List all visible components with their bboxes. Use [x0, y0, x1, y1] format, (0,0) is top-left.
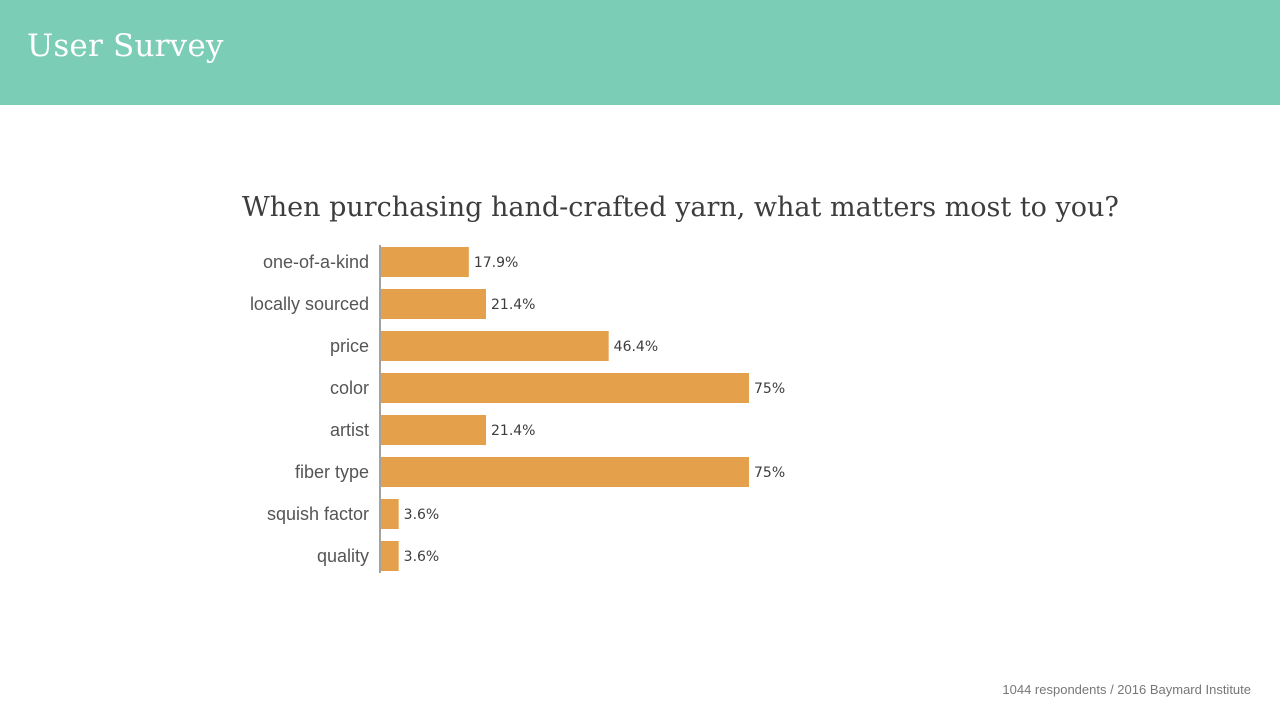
bar-one-of-a-kind [381, 247, 469, 277]
category-label: squish factor [267, 504, 369, 524]
bar-quality [381, 541, 399, 571]
category-label: fiber type [295, 462, 369, 482]
bar-color [381, 373, 749, 403]
bar-fiber-type [381, 457, 749, 487]
value-label: 21.4% [491, 423, 535, 439]
value-label: 46.4% [614, 339, 658, 355]
category-label: locally sourced [250, 294, 369, 314]
chart-title: When purchasing hand-crafted yarn, what … [242, 192, 1119, 223]
value-label: 3.6% [404, 549, 440, 565]
value-label: 17.9% [474, 255, 518, 271]
bar-squish-factor [381, 499, 399, 529]
bar-locally-sourced [381, 289, 487, 319]
category-label: artist [330, 420, 369, 440]
value-label: 75% [754, 381, 785, 397]
value-label: 75% [754, 465, 785, 481]
source-footnote: 1044 respondents / 2016 Baymard Institut… [1002, 682, 1251, 697]
header-bar: User Survey [0, 0, 1280, 105]
category-label: one-of-a-kind [263, 252, 369, 272]
bar-artist [381, 415, 487, 445]
bar-price [381, 331, 609, 361]
header-title: User Survey [27, 28, 224, 64]
category-label: price [330, 336, 369, 356]
value-label: 3.6% [404, 507, 440, 523]
value-label: 21.4% [491, 297, 535, 313]
category-label: color [330, 378, 369, 398]
category-label: quality [317, 546, 369, 566]
